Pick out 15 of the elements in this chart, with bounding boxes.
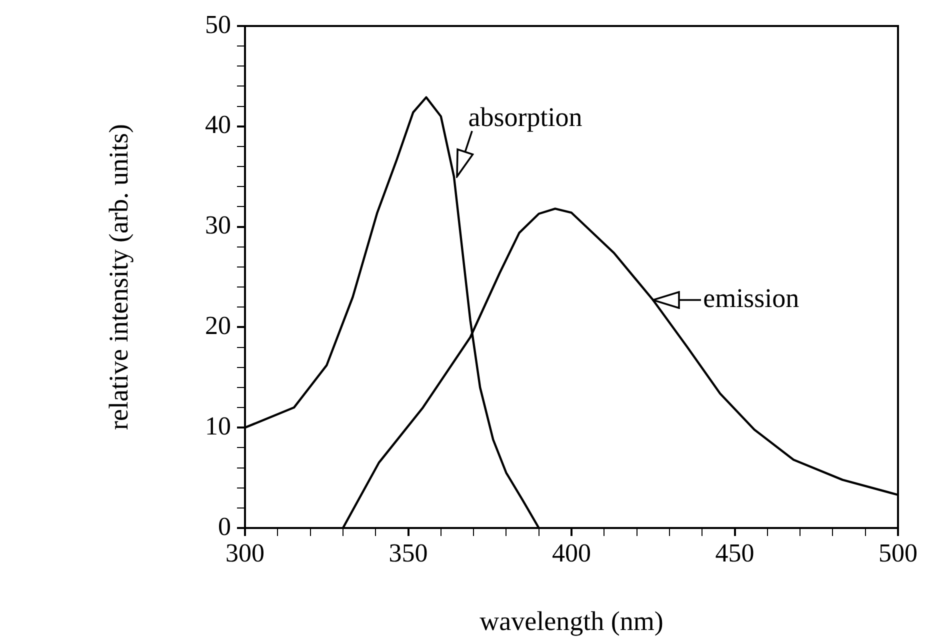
x-tick-label: 400 (552, 538, 591, 568)
y-tick-label: 20 (205, 311, 231, 340)
annotation: emission (703, 283, 800, 314)
x-tick-label: 500 (878, 538, 918, 568)
x-tick-label: 350 (388, 538, 428, 568)
y-axis-title: relative intensity (arb. units) (103, 124, 134, 430)
y-tick-label: 30 (205, 210, 231, 240)
x-tick-label: 300 (226, 538, 264, 568)
x-tick-label: 450 (715, 538, 754, 568)
y-tick-label: 40 (205, 110, 231, 140)
x-axis-title: wavelength (nm) (480, 606, 664, 636)
y-tick-label: 0 (218, 512, 231, 541)
y-tick-label: 10 (205, 411, 231, 440)
annotation: absorption (468, 102, 583, 132)
y-tick-label: 50 (205, 10, 231, 39)
